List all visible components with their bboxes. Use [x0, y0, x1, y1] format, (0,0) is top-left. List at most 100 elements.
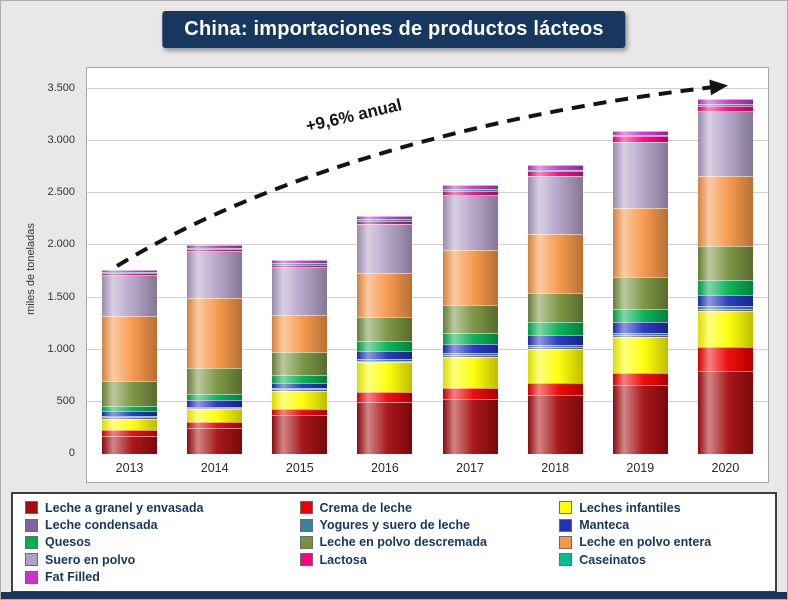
segment: [187, 409, 243, 422]
legend-label: Lactosa: [319, 552, 367, 567]
bar-2020: [697, 99, 753, 454]
segment: [102, 272, 158, 274]
legend-swatch-icon: [559, 553, 573, 567]
segment: [612, 308, 668, 323]
y-tick-label: 3.500: [47, 81, 75, 94]
y-tick-label: 2.500: [47, 186, 75, 199]
segment: [357, 392, 413, 402]
legend-swatch-icon: [299, 553, 313, 567]
y-tick-label: 2.000: [47, 238, 75, 251]
segment: [527, 344, 583, 348]
segment: [697, 280, 753, 295]
legend-item: Quesos: [25, 534, 300, 551]
segment: [527, 347, 583, 349]
x-axis-label: 2020: [711, 461, 740, 475]
x-axis-labels: 2013 2014 2015 2016 2017 2018 2019 2020: [87, 454, 768, 482]
segment: [102, 410, 158, 416]
segment: [357, 359, 413, 361]
legend-item: Manteca: [559, 517, 767, 534]
segment: [442, 332, 498, 344]
segment: [442, 194, 498, 251]
segment: [442, 353, 498, 356]
plot-area: +9,6% anual: [87, 68, 768, 454]
legend-item: Yogures y suero de leche: [299, 517, 560, 534]
segment: [697, 104, 753, 106]
segment: [357, 340, 413, 351]
legend-label: Leches infantiles: [579, 500, 681, 515]
y-tick-label: 500: [56, 394, 75, 407]
segment: [102, 270, 158, 273]
segment: [102, 274, 158, 317]
segment: [187, 400, 243, 407]
segment: [697, 176, 753, 246]
segment: [272, 409, 328, 416]
segment: [187, 394, 243, 401]
segment: [272, 382, 328, 389]
segment: [187, 367, 243, 395]
legend-label: Fat Filled: [45, 570, 100, 585]
bars-row: [87, 68, 768, 454]
legend-swatch-icon: [299, 501, 313, 515]
legend-label: Crema de leche: [319, 500, 412, 515]
segment: [442, 305, 498, 333]
segment: [357, 362, 413, 393]
legend-item: Fat Filled: [25, 569, 300, 586]
legend-item: Caseinatos: [559, 551, 767, 568]
segment: [272, 389, 328, 391]
segment: [612, 277, 668, 309]
legend-swatch-icon: [25, 535, 38, 549]
x-axis-label: 2014: [200, 461, 229, 475]
segment: [697, 306, 753, 310]
legend-label: Caseinatos: [579, 552, 646, 567]
segment: [272, 388, 328, 390]
legend-item: Leche a granel y envasada: [25, 499, 300, 516]
segment: [527, 322, 583, 335]
x-axis-label: 2017: [456, 461, 484, 475]
segment: [187, 407, 243, 410]
legend-swatch-icon: [559, 518, 573, 532]
segment: [612, 332, 668, 336]
legend: Leche a granel y envasada Crema de leche L…: [11, 492, 777, 593]
segment: [442, 355, 498, 357]
segment: [357, 350, 413, 360]
y-tick-label: 1.500: [47, 290, 75, 303]
y-tick-label: 3.000: [47, 134, 75, 147]
bar-2016: [357, 216, 413, 454]
legend-swatch-icon: [25, 518, 38, 532]
legend-label: Leche a granel y envasada: [45, 500, 204, 515]
segment: [272, 267, 328, 316]
legend-item: Leche en polvo entera: [559, 534, 767, 551]
y-tick-label: 0: [68, 447, 75, 459]
x-axis-label: 2019: [626, 461, 655, 475]
legend-label: Manteca: [579, 518, 630, 533]
legend-item: Leches infantiles: [559, 499, 767, 516]
segment: [442, 343, 498, 354]
segment: [697, 245, 753, 281]
legend-swatch-icon: [25, 553, 38, 567]
legend-item: Suero en polvo: [25, 551, 300, 568]
legend-item: Lactosa: [299, 551, 560, 568]
segment: [612, 372, 668, 386]
bar-2014: [187, 245, 243, 454]
segment: [187, 251, 243, 299]
segment: [697, 309, 753, 312]
chart-title: China: importaciones de productos lácteo…: [162, 11, 626, 48]
bar-2015: [272, 260, 328, 454]
segment: [357, 316, 413, 341]
segment: [102, 436, 158, 454]
legend-swatch-icon: [299, 518, 313, 532]
segment: [102, 405, 158, 411]
segment: [272, 374, 328, 383]
segment: [697, 99, 753, 105]
x-axis-label: 2016: [371, 461, 399, 475]
segment: [187, 427, 243, 454]
legend-swatch-icon: [25, 501, 38, 515]
gridline: [87, 348, 768, 350]
segment: [272, 315, 328, 352]
segment: [272, 415, 328, 454]
x-axis-label: 2013: [115, 461, 144, 475]
segment: [697, 294, 753, 307]
segment: [612, 335, 668, 337]
chart-plot-box: +9,6% anual 2013 2014 2015 2016 2017 2018 2019…: [86, 67, 769, 483]
